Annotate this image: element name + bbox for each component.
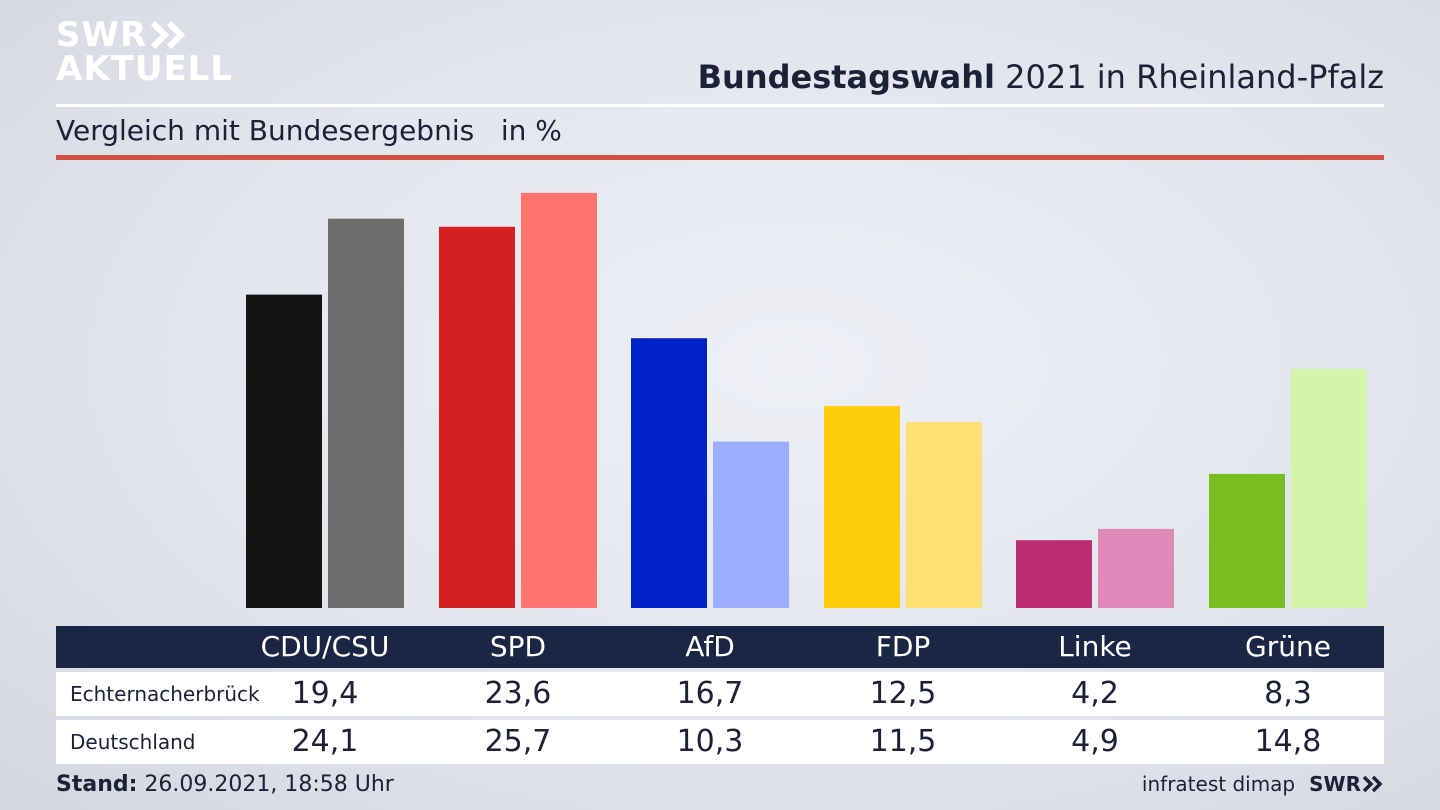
- table-row: Echternacherbrück 19,4 23,6 16,7 12,5 4,2 8,3: [56, 672, 1384, 716]
- bar-cdu-csu-national: [328, 218, 404, 608]
- logo-line2: AKTUELL: [56, 49, 234, 89]
- timestamp: Stand: 26.09.2021, 18:58 Uhr: [56, 772, 394, 797]
- stand-label: Stand:: [56, 772, 138, 797]
- column-header: Linke: [1058, 630, 1132, 663]
- page-title: Bundestagswahl 2021 in Rheinland-Pfalz: [698, 58, 1384, 96]
- swr-aktuell-logo: SWR AKTUELL: [56, 18, 233, 86]
- chart-subtitle: Vergleich mit Bundesergebnis in %: [56, 114, 562, 147]
- column-header: Grüne: [1245, 630, 1331, 663]
- bar-fdp-local: [824, 406, 900, 608]
- column-header: AfD: [685, 630, 735, 663]
- column-header: FDP: [875, 630, 931, 663]
- bar-cdu-csu-local: [246, 294, 322, 608]
- table-cell: 23,6: [484, 676, 552, 711]
- row-label: Echternacherbrück: [70, 682, 260, 706]
- table-cell: 10,3: [676, 724, 744, 759]
- table-cell: 11,5: [869, 724, 937, 759]
- row-label: Deutschland: [70, 730, 196, 754]
- table-cell: 14,8: [1254, 724, 1322, 759]
- table-cell: 4,9: [1071, 724, 1119, 759]
- logo-line1: SWR: [56, 15, 148, 55]
- header-divider: [56, 104, 1384, 107]
- table-cell: 16,7: [676, 676, 744, 711]
- table-cell: 24,1: [291, 724, 359, 759]
- bar-grüne-local: [1209, 473, 1285, 608]
- column-header: SPD: [489, 630, 547, 663]
- subtitle-divider: [56, 155, 1384, 160]
- source-credit: infratest dimap SWR: [1142, 772, 1384, 796]
- table-cell: 8,3: [1264, 676, 1312, 711]
- bar-fdp-national: [906, 422, 982, 608]
- stand-value: 26.09.2021, 18:58 Uhr: [137, 772, 394, 797]
- title-rest: 2021 in Rheinland-Pfalz: [995, 58, 1384, 96]
- bar-grüne-national: [1291, 368, 1367, 608]
- table-cell: 25,7: [484, 724, 552, 759]
- column-header: CDU/CSU: [260, 630, 390, 663]
- bar-spd-national: [521, 192, 597, 608]
- table-row: Deutschland 24,1 25,7 10,3 11,5 4,9 14,8: [56, 720, 1384, 764]
- results-table: CDU/CSU SPD AfD FDP Linke Grüne Echternacherb…: [56, 626, 1384, 764]
- bar-linke-national: [1098, 528, 1174, 608]
- table-cell: 19,4: [291, 676, 359, 711]
- swr-brand-logo: SWR: [1309, 772, 1384, 796]
- double-chevron-icon: [1362, 775, 1383, 793]
- bar-afd-national: [713, 441, 789, 608]
- source-label: infratest dimap: [1141, 772, 1296, 796]
- double-chevron-icon: [151, 20, 186, 50]
- brand-label: SWR: [1309, 772, 1361, 796]
- bar-linke-local: [1016, 540, 1092, 608]
- table-cell: 12,5: [869, 676, 937, 711]
- bar-spd-local: [439, 226, 515, 608]
- title-bold: Bundestagswahl: [697, 58, 995, 96]
- table-header: CDU/CSU SPD AfD FDP Linke Grüne: [56, 626, 1384, 668]
- bar-afd-local: [631, 338, 707, 608]
- table-cell: 4,2: [1071, 676, 1119, 711]
